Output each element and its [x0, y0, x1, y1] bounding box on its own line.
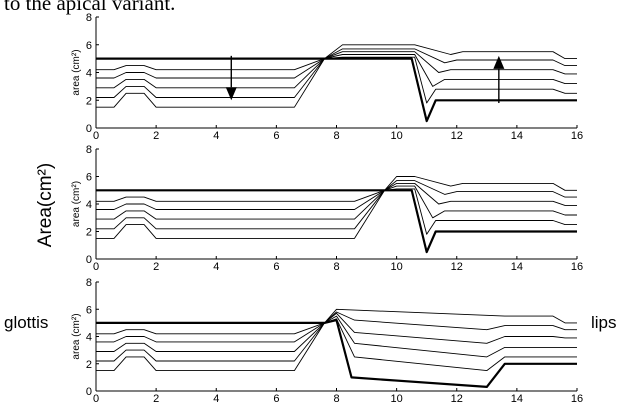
series-line [96, 185, 577, 230]
series-line [96, 188, 577, 239]
y-tick-label: 4 [86, 332, 92, 344]
series-line [96, 54, 577, 98]
x-tick-label: 4 [213, 393, 219, 405]
series-line-bold [96, 319, 577, 388]
y-tick-label: 8 [86, 277, 92, 289]
series-line-bold [96, 189, 577, 254]
y-tick-label: 0 [86, 254, 92, 266]
chart-panel-2: 0 2 4 6 8 10 12 14 16 0 2 4 6 8 area (cm²) [71, 144, 583, 273]
series-line [96, 308, 577, 335]
x-tick-label: 12 [451, 261, 463, 273]
x-tick-label: 4 [213, 261, 219, 273]
y-tick-label: 8 [86, 144, 92, 156]
x-tick-label: 12 [451, 393, 463, 405]
y-tick-label: 0 [86, 386, 92, 398]
x-tick-label: 8 [333, 130, 339, 142]
series-line [96, 44, 577, 71]
series-line [96, 56, 577, 108]
x-tick-label: 2 [153, 393, 159, 405]
y-axis-label: area (cm²) [71, 49, 82, 95]
x-tick-label: 0 [93, 130, 99, 142]
x-tick-label: 16 [571, 393, 583, 405]
series-line [96, 311, 577, 343]
y-tick-label: 6 [86, 172, 92, 184]
y-axis-label: area (cm²) [71, 181, 82, 227]
y-tick-label: 6 [86, 40, 92, 52]
x-tick-label: 14 [511, 261, 523, 273]
series-line [96, 312, 577, 352]
x-tick-label: 2 [153, 261, 159, 273]
chart-panel-3: 0 2 4 6 8 10 12 14 16 0 2 4 6 8 area (cm²) [71, 277, 583, 405]
x-tick-label: 10 [391, 261, 403, 273]
x-tick-label: 6 [273, 130, 279, 142]
series-line-bold [96, 57, 577, 123]
x-tick-label: 16 [571, 261, 583, 273]
x-tick-label: 12 [451, 130, 463, 142]
caption-fragment: to the apical variant. [4, 0, 176, 15]
x-tick-label: 14 [511, 130, 523, 142]
x-tick-label: 2 [153, 130, 159, 142]
arrow-up-icon [493, 55, 505, 104]
series-line [96, 318, 577, 372]
x-tick-label: 10 [391, 393, 403, 405]
y-tick-label: 2 [86, 227, 92, 239]
y-tick-label: 4 [86, 199, 92, 211]
y-tick-label: 8 [86, 12, 92, 24]
glottis-label: glottis [4, 313, 49, 332]
y-tick-label: 6 [86, 304, 92, 316]
x-tick-label: 4 [213, 130, 219, 142]
series-line [96, 176, 577, 202]
chart-panel-1: 0 2 4 6 8 10 12 14 16 0 2 4 6 8 area (cm²) [71, 12, 583, 142]
series-line [96, 48, 577, 79]
x-tick-label: 6 [273, 261, 279, 273]
x-tick-label: 0 [93, 261, 99, 273]
x-tick-label: 10 [391, 130, 403, 142]
series-line [96, 51, 577, 89]
series-line [96, 315, 577, 362]
series-line [96, 180, 577, 210]
x-tick-label: 6 [273, 393, 279, 405]
y-tick-label: 0 [86, 123, 92, 135]
x-tick-label: 0 [93, 393, 99, 405]
y-tick-label: 4 [86, 68, 92, 80]
x-tick-label: 16 [571, 130, 583, 142]
x-tick-label: 14 [511, 393, 523, 405]
y-tick-label: 2 [86, 95, 92, 107]
x-tick-label: 8 [333, 261, 339, 273]
x-tick-label: 8 [333, 393, 339, 405]
series-line [96, 182, 577, 220]
lips-label: lips [591, 313, 617, 332]
y-axis-label: area (cm²) [71, 313, 82, 359]
arrow-down-icon [225, 55, 237, 101]
y-tick-label: 2 [86, 359, 92, 371]
